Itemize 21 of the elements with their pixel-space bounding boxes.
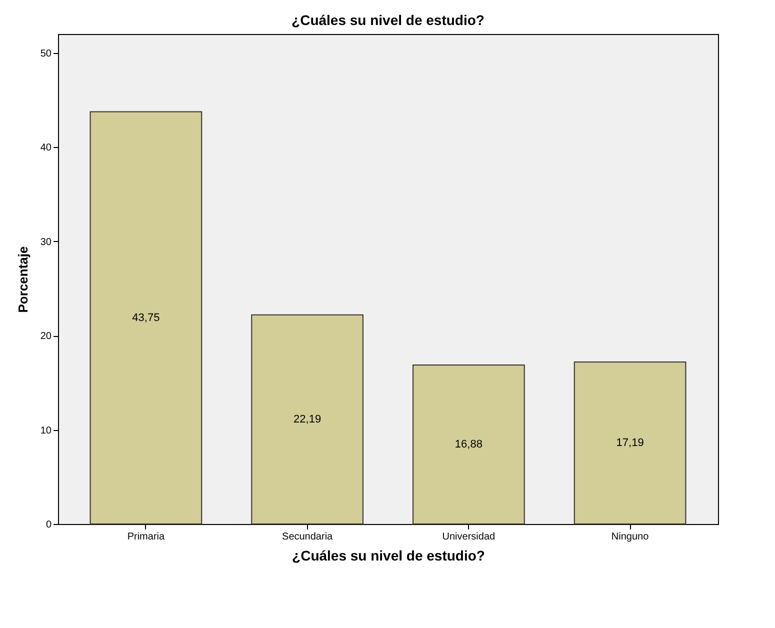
y-tick-label: 10 [40, 425, 52, 436]
y-tick-label: 20 [40, 331, 52, 342]
y-tick-label: 50 [40, 48, 52, 60]
x-tick-label: Primaria [127, 532, 165, 542]
y-tick-label: 40 [40, 142, 52, 154]
data-label: 17,19 [616, 437, 644, 450]
x-tick-label: Universidad [442, 532, 496, 542]
bar [251, 314, 364, 524]
bar [90, 111, 202, 524]
x-tick-label: Secundaria [282, 532, 334, 542]
y-tick-label: 30 [40, 236, 52, 248]
x-axis-title: ¿Cuáles su nivel de estudio? [292, 548, 485, 564]
data-label: 43,75 [132, 312, 160, 324]
y-tick-label: 0 [46, 520, 52, 530]
bar [412, 364, 525, 524]
chart-title: ¿Cuáles su nivel de estudio? [292, 12, 484, 28]
x-tick-label: Ninguno [611, 532, 650, 542]
data-label: 16,88 [454, 438, 482, 450]
y-axis-title: Porcentaje [15, 246, 30, 313]
data-label: 22,19 [294, 413, 322, 426]
bar [574, 362, 686, 524]
